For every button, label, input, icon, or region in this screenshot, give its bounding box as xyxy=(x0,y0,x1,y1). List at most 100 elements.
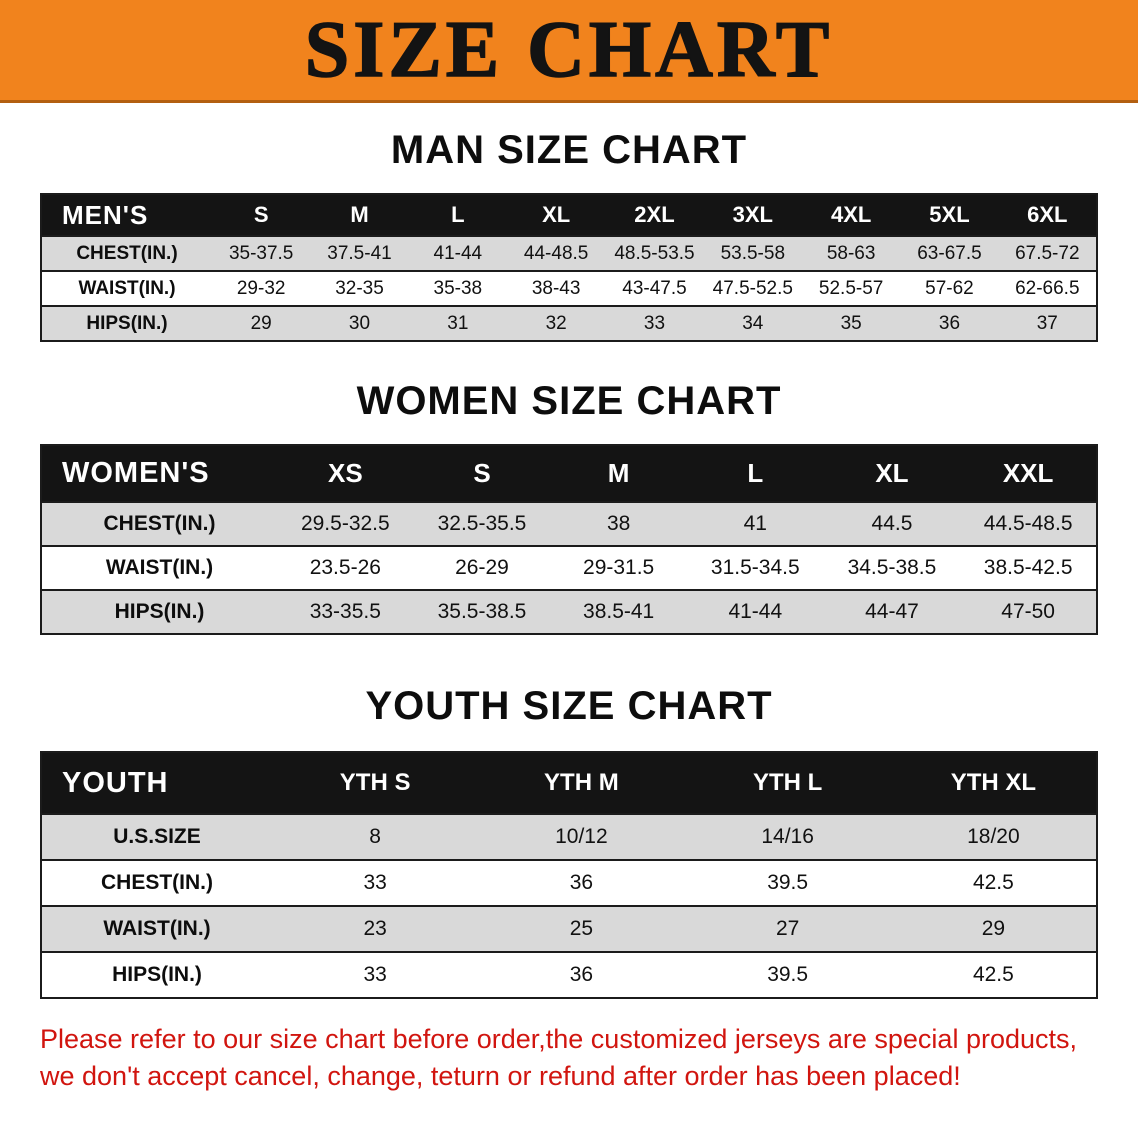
size-value-cell: 37 xyxy=(1036,312,1058,334)
size-value-cell: 36 xyxy=(569,963,594,986)
size-value-cell: 14/16 xyxy=(761,825,814,848)
size-value-cell: 29 xyxy=(981,917,1006,940)
size-value-cell: 39.5 xyxy=(767,871,809,894)
size-column-header: XL xyxy=(823,445,961,502)
size-column-header: S xyxy=(212,194,311,236)
size-value-cell: 26-29 xyxy=(455,556,509,579)
size-value-cell: 31.5-34.5 xyxy=(710,556,800,579)
youth-chart-heading: YOUTH SIZE CHART xyxy=(365,684,773,728)
size-column-header: XS xyxy=(277,445,414,502)
disclaimer-line-2: we don't accept cancel, change, teturn o… xyxy=(40,1061,961,1091)
size-value-cell: 43-47.5 xyxy=(622,277,687,299)
measurement-row: WAIST(IN.) 29-32 32-35 35-38 38-43 43-47.5 47.… xyxy=(41,271,1097,306)
size-value-cell: 36 xyxy=(938,312,961,334)
size-column-header: 4XL xyxy=(801,194,901,236)
table-title-cell: YOUTH xyxy=(41,752,272,814)
row-label: CHEST(IN.) xyxy=(76,242,178,264)
size-value-cell: 52.5-57 xyxy=(818,277,884,299)
size-value-cell: 29-31.5 xyxy=(583,556,655,579)
row-label: U.S.SIZE xyxy=(113,825,201,848)
men-size-chart-section: MAN SIZE CHART MEN'S S M L XL 2XL 3XL 4XL 5XL 6XL… xyxy=(0,127,1138,342)
header-row: YOUTH YTH S YTH M YTH L YTH XL xyxy=(41,752,1097,814)
size-column-header: L xyxy=(408,194,507,236)
size-column-header: YTH XL xyxy=(890,752,1097,814)
disclaimer-line-1: Please refer to our size chart before or… xyxy=(40,1024,1078,1054)
charts-area: MAN SIZE CHART MEN'S S M L XL 2XL 3XL 4XL 5XL 6XL… xyxy=(0,127,1138,999)
row-label: HIPS(IN.) xyxy=(114,600,205,623)
size-value-cell: 33 xyxy=(363,871,387,894)
size-value-cell: 32 xyxy=(545,312,567,334)
measurement-row: HIPS(IN.) 33-35.5 35.5-38.5 38.5-41 41-44 44-… xyxy=(41,590,1097,634)
size-value-cell: 47.5-52.5 xyxy=(712,277,793,299)
header-row: WOMEN'S XS S M L XL XXL xyxy=(41,445,1097,502)
size-value-cell: 31 xyxy=(447,312,469,334)
size-value-cell: 18/20 xyxy=(967,825,1020,848)
size-value-cell: 33 xyxy=(363,963,387,986)
size-value-cell: 35.5-38.5 xyxy=(437,600,527,623)
size-column-header: YTH S xyxy=(272,752,479,814)
size-value-cell: 29 xyxy=(250,312,272,334)
size-column-header: L xyxy=(686,445,824,502)
size-value-cell: 29-32 xyxy=(236,277,286,299)
size-value-cell: 32-35 xyxy=(335,277,384,299)
women-size-chart-section: WOMEN SIZE CHART WOMEN'S XS S M L XL XXL CHEST(… xyxy=(0,378,1138,635)
size-value-cell: 33 xyxy=(643,312,666,334)
women-size-table: WOMEN'S XS S M L XL XXL CHEST(IN.) 29.5-32.5 32.5… xyxy=(40,444,1098,635)
size-value-cell: 38-43 xyxy=(531,277,581,299)
size-column-header: XXL xyxy=(960,445,1097,502)
measurement-row: HIPS(IN.) 29 30 31 32 33 34 35 36 37 xyxy=(41,306,1097,341)
measurement-row: HIPS(IN.) 33 36 39.5 42.5 xyxy=(41,952,1097,998)
size-column-header: 5XL xyxy=(900,194,999,236)
measurement-row: CHEST(IN.) 29.5-32.5 32.5-35.5 38 41 44.5 44.5… xyxy=(41,502,1097,546)
size-column-header: M xyxy=(310,194,409,236)
men-chart-heading: MAN SIZE CHART xyxy=(390,128,748,172)
size-value-cell: 39.5 xyxy=(767,963,809,986)
youth-size-chart-section: YOUTH SIZE CHART YOUTH YTH S YTH M YTH L YTH… xyxy=(0,683,1138,999)
size-value-cell: 10/12 xyxy=(555,825,608,848)
table-title-cell: WOMEN'S xyxy=(41,445,277,502)
size-value-cell: 41-44 xyxy=(433,242,483,264)
size-column-header: XL xyxy=(506,194,606,236)
size-value-cell: 58-63 xyxy=(826,242,876,264)
size-value-cell: 42.5 xyxy=(972,871,1014,894)
title-banner: SIZE CHART xyxy=(0,0,1138,103)
size-column-header: YTH M xyxy=(478,752,685,814)
size-value-cell: 53.5-58 xyxy=(720,242,786,264)
men-size-table: MEN'S S M L XL 2XL 3XL 4XL 5XL 6XL CHEST(IN.) 35-37… xyxy=(40,193,1098,342)
size-value-cell: 33-35.5 xyxy=(309,600,381,623)
size-value-cell: 34.5-38.5 xyxy=(847,556,937,579)
size-value-cell: 32.5-35.5 xyxy=(437,512,527,535)
header-row: MEN'S S M L XL 2XL 3XL 4XL 5XL 6XL xyxy=(41,194,1097,236)
size-value-cell: 30 xyxy=(348,312,371,334)
women-chart-heading: WOMEN SIZE CHART xyxy=(356,379,782,423)
size-value-cell: 48.5-53.5 xyxy=(614,242,695,264)
table-title-cell: MEN'S xyxy=(41,194,212,236)
size-value-cell: 36 xyxy=(569,871,594,894)
measurement-row: WAIST(IN.) 23 25 27 29 xyxy=(41,906,1097,952)
size-column-header: YTH L xyxy=(684,752,891,814)
row-label: WAIST(IN.) xyxy=(78,277,176,299)
size-value-cell: 35-38 xyxy=(433,277,483,299)
measurement-row: U.S.SIZE 8 10/12 14/16 18/20 xyxy=(41,814,1097,860)
size-column-header: S xyxy=(413,445,551,502)
disclaimer: Please refer to our size chart before or… xyxy=(40,1021,1098,1095)
row-label: WAIST(IN.) xyxy=(103,917,211,940)
size-value-cell: 8 xyxy=(369,825,381,848)
size-value-cell: 35 xyxy=(840,312,862,334)
size-value-cell: 63-67.5 xyxy=(917,242,982,264)
measurement-row: CHEST(IN.) 33 36 39.5 42.5 xyxy=(41,860,1097,906)
size-value-cell: 38.5-41 xyxy=(583,600,655,623)
row-label: CHEST(IN.) xyxy=(101,871,213,894)
size-value-cell: 35-37.5 xyxy=(228,242,294,264)
size-value-cell: 29.5-32.5 xyxy=(300,512,390,535)
youth-size-table: YOUTH YTH S YTH M YTH L YTH XL U.S.SIZE 8 10/12… xyxy=(40,751,1098,999)
size-value-cell: 42.5 xyxy=(972,963,1014,986)
size-value-cell: 67.5-72 xyxy=(1015,242,1080,264)
size-value-cell: 44.5-48.5 xyxy=(983,512,1073,535)
row-label: CHEST(IN.) xyxy=(103,512,216,535)
size-chart-page: SIZE CHART MAN SIZE CHART MEN'S S M L XL 2XL 3… xyxy=(0,0,1138,1095)
size-column-header: M xyxy=(550,445,687,502)
size-column-header: 6XL xyxy=(998,194,1097,236)
size-value-cell: 37.5-41 xyxy=(327,242,392,264)
page-title: SIZE CHART xyxy=(304,6,834,94)
